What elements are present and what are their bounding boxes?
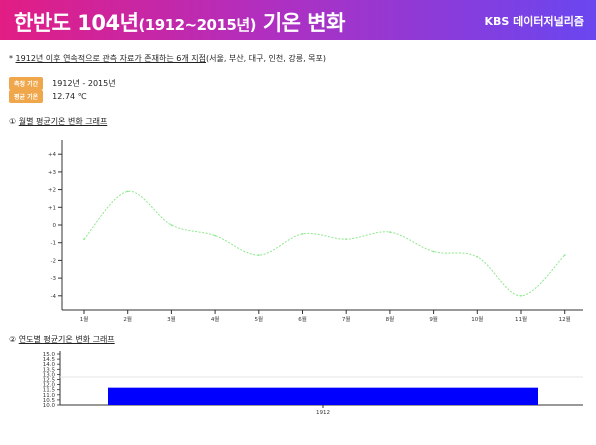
header-banner: 한반도 104년(1912~2015년) 기온 변화 KBS 데이터저널리즘 [0, 0, 596, 40]
y-tick-label: -4 [51, 294, 57, 300]
y-tick-label: -2 [51, 258, 56, 264]
station-note: * 1912년 이후 연속적으로 관측 자료가 존재하는 6개 지점(서울, 부… [9, 53, 326, 64]
title-years: (1912~2015년) [138, 16, 257, 34]
x-tick-label: 3월 [167, 315, 176, 323]
data-point [345, 238, 348, 241]
y-tick-label: +2 [48, 188, 56, 194]
y-tick-label: 14.0 [43, 362, 56, 368]
x-tick-label: 12월 [559, 315, 571, 323]
period-row: 측정 기간 1912년 - 2015년 [9, 76, 116, 90]
y-tick-label: 13.5 [43, 367, 56, 373]
avg-temp-badge: 평균 기온 [9, 89, 44, 103]
data-point [476, 255, 479, 258]
y-tick-label: +4 [48, 152, 57, 158]
data-point [257, 254, 260, 256]
data-point [170, 224, 173, 226]
y-tick-label: 11.5 [43, 388, 56, 394]
x-tick-label: 7월 [342, 315, 351, 323]
data-point [520, 294, 522, 297]
note-stations: 1912년 이후 연속적으로 관측 자료가 존재하는 6개 지점 [15, 54, 206, 63]
data-point [126, 190, 129, 193]
section-label: 월별 평균기온 변화 그래프 [18, 117, 108, 126]
y-tick-label: -3 [51, 276, 57, 282]
x-tick-label: 6월 [298, 315, 307, 323]
section-num: ① [9, 117, 17, 126]
note-cities: (서울, 부산, 대구, 인천, 강릉, 목포) [206, 54, 326, 63]
data-point [301, 232, 304, 235]
avg-temp-row: 평균 기온 12.74 ℃ [9, 89, 87, 103]
data-point [563, 254, 566, 256]
section-num: ② [9, 335, 17, 344]
brand-logo[interactable]: KBS 데이터저널리즘 [484, 15, 585, 28]
x-tick-label: 2월 [123, 315, 132, 323]
avg-temp-value: 12.74 ℃ [52, 91, 87, 101]
monthly-line-chart[interactable]: +4 +3 +2 +1 0 -1 -2 -3 -4 1월 2월 3월 4월 5월 6월 7월 8월 9월 10월 11… [0, 130, 596, 330]
x-tick-label: 1월 [80, 315, 89, 323]
y-tick-label: 0 [53, 223, 57, 229]
yearly-bar-chart[interactable]: 15.014.514.013.513.012.512.011.511.010.5… [0, 348, 596, 423]
x-tick-label: 1912 [316, 410, 330, 416]
monthly-section-title: ① 월별 평균기온 변화 그래프 [9, 116, 107, 127]
y-tick-label: 15.0 [43, 352, 56, 358]
y-tick-label: 13.0 [43, 372, 56, 378]
y-tick-label: +3 [48, 170, 57, 176]
y-tick-label: 12.0 [43, 383, 56, 389]
period-badge: 측정 기간 [9, 76, 44, 90]
note-prefix: * [9, 54, 16, 63]
year-bar [108, 387, 538, 405]
x-tick-label: 9월 [429, 315, 438, 323]
title-main: 한반도 104년 [14, 11, 139, 35]
y-tick-label: 11.0 [43, 393, 56, 399]
yearly-section-title: ② 연도별 평균기온 변화 그래프 [9, 334, 115, 345]
x-tick-label: 10월 [471, 315, 483, 323]
y-tick-label: 10.5 [43, 398, 56, 404]
y-tick-label: +1 [48, 205, 56, 211]
temperature-line [83, 190, 566, 297]
y-tick-label: 10.0 [43, 403, 56, 409]
data-point [432, 250, 435, 253]
data-point [389, 231, 391, 233]
y-tick-label: -1 [51, 241, 56, 247]
period-value: 1912년 - 2015년 [52, 78, 116, 88]
y-tick-label: 14.5 [43, 357, 56, 363]
x-tick-label: 8월 [386, 315, 395, 323]
y-tick-label: 12.5 [43, 378, 56, 384]
title-tail: 기온 변화 [256, 11, 346, 35]
data-point [214, 234, 217, 237]
section-label: 연도별 평균기온 변화 그래프 [18, 335, 115, 344]
page-title: 한반도 104년(1912~2015년) 기온 변화 [14, 7, 345, 37]
data-point [83, 238, 85, 241]
x-tick-label: 4월 [211, 315, 220, 323]
x-tick-label: 5월 [255, 315, 264, 323]
x-tick-label: 11월 [515, 315, 527, 323]
